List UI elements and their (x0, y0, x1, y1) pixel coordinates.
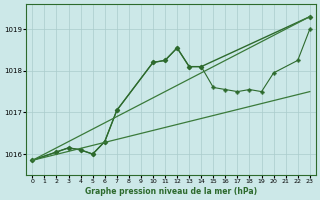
X-axis label: Graphe pression niveau de la mer (hPa): Graphe pression niveau de la mer (hPa) (85, 187, 257, 196)
